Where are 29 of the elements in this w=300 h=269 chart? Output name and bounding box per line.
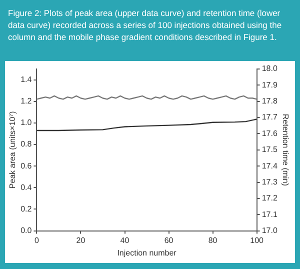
y2-tick-label: 17.7 — [262, 112, 278, 122]
chart-title: Figure 2: Plots of peak area (upper data curve) and retention time (lower data curve) recorded across a series of 100 injections obtained using the column and the mobile phase gradient conditions described in Figure 1. — [7, 7, 283, 44]
x-tick-label: 40 — [120, 236, 130, 245]
y2-axis-title: Retention time (min) — [280, 114, 290, 186]
y-axis-title: Peak area (units×10⁷) — [8, 110, 18, 189]
y-tick-label: 0.6 — [20, 161, 32, 170]
y-tick-label: 0.0 — [20, 226, 32, 236]
y-tick-label: 0.4 — [20, 182, 32, 192]
y2-tick-label: 18.0 — [262, 64, 278, 74]
y2-tick-label: 17.8 — [262, 96, 278, 106]
y2-tick-label: 17.6 — [262, 128, 278, 138]
y2-tick-label: 17.4 — [262, 161, 278, 170]
x-tick-label: 80 — [208, 236, 218, 245]
y2-tick-label: 17.1 — [262, 210, 278, 219]
x-tick-label: 0 — [34, 236, 40, 245]
y2-tick-label: 17.9 — [262, 80, 278, 90]
y-tick-label: 0.2 — [20, 204, 32, 214]
y-tick-label: 1.2 — [20, 96, 32, 106]
x-tick-label: 60 — [164, 236, 174, 245]
y2-tick-label: 17.0 — [262, 226, 278, 236]
y-tick-label: 1.0 — [20, 118, 32, 128]
y-tick-label: 0.8 — [20, 140, 32, 149]
y2-tick-label: 17.5 — [262, 145, 278, 154]
y2-tick-label: 17.3 — [262, 177, 278, 186]
y2-tick-label: 17.2 — [262, 194, 278, 203]
y-tick-label: 1.4 — [20, 74, 32, 84]
x-tick-label: 100 — [250, 236, 264, 245]
x-axis-title: Injection number — [117, 248, 177, 258]
x-tick-label: 20 — [76, 236, 86, 245]
